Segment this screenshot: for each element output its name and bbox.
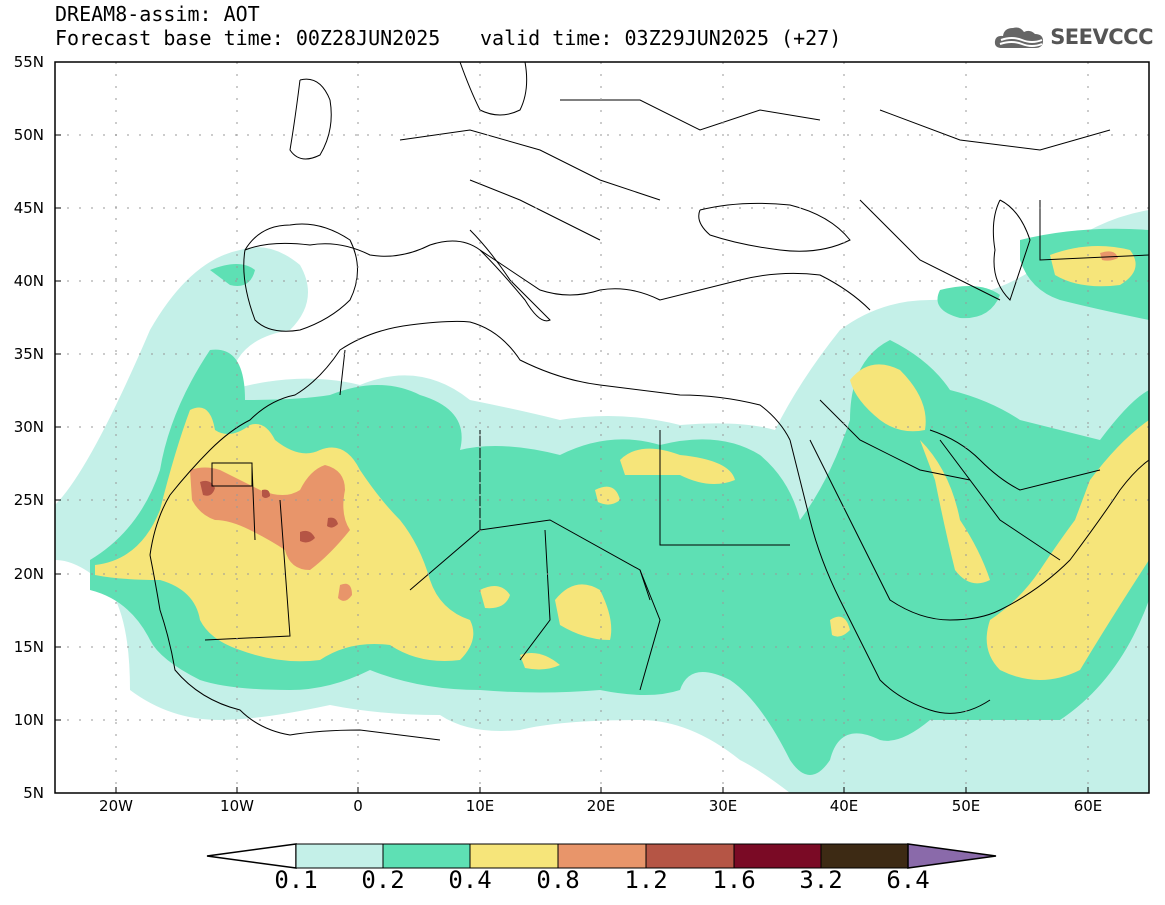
colorbar-swatch-1.2 <box>645 843 735 869</box>
lon-label-60e: 60E <box>1073 797 1103 815</box>
lon-label-0: 0 <box>353 797 363 815</box>
colorbar-swatch-3.2 <box>820 843 909 869</box>
lon-label-30e: 30E <box>708 797 738 815</box>
logo-text: SEEVCCC <box>1050 25 1153 49</box>
colorbar-label: 0.1 <box>274 866 318 894</box>
lon-label-10w: 10W <box>220 797 254 815</box>
aot-field <box>55 210 1149 793</box>
colorbar-swatch-0.2 <box>382 843 471 869</box>
colorbar-label: 0.4 <box>448 866 492 894</box>
lat-label-55n: 55N <box>13 53 44 71</box>
seevccc-logo: SEEVCCC <box>992 22 1153 52</box>
valid-time: valid time: 03Z29JUN2025 (+27) <box>480 26 842 50</box>
colorbar-above-arrow <box>907 843 997 869</box>
lat-label-50n: 50N <box>13 126 44 144</box>
lon-label-20w: 20W <box>99 797 133 815</box>
colorbar-swatch-0.8 <box>557 843 647 869</box>
lat-label-20n: 20N <box>13 565 44 583</box>
colorbar-label: 6.4 <box>886 866 930 894</box>
lat-label-45n: 45N <box>13 199 44 217</box>
lon-label-50e: 50E <box>951 797 981 815</box>
lat-label-5n: 5N <box>23 784 44 802</box>
colorbar-label: 0.2 <box>361 866 405 894</box>
forecast-base-time: Forecast base time: 00Z28JUN2025 <box>55 26 441 50</box>
lat-label-40n: 40N <box>13 272 44 290</box>
lon-label-10e: 10E <box>465 797 495 815</box>
colorbar-label: 1.6 <box>712 866 756 894</box>
aot-level-0.8 <box>190 251 1118 601</box>
map-title: DREAM8-assim: AOT <box>55 2 260 26</box>
colorbar-below-arrow <box>206 843 297 869</box>
aot-level-1.2 <box>200 480 338 543</box>
colorbar-label: 0.8 <box>536 866 580 894</box>
cloud-icon <box>995 27 1044 48</box>
graticule <box>55 62 1149 793</box>
lat-label-15n: 15N <box>13 638 44 656</box>
colorbar-label: 1.2 <box>624 866 668 894</box>
lat-label-10n: 10N <box>13 711 44 729</box>
lon-label-40e: 40E <box>829 797 859 815</box>
lat-label-35n: 35N <box>13 345 44 363</box>
colorbar-label: 3.2 <box>799 866 843 894</box>
colorbar <box>206 843 997 869</box>
colorbar-swatch-1.6 <box>733 843 822 869</box>
lon-label-20e: 20E <box>586 797 616 815</box>
coastlines-and-borders <box>149 62 1149 741</box>
colorbar-swatch-0.1 <box>295 843 384 869</box>
colorbar-swatch-0.4 <box>469 843 559 869</box>
axis-ticks <box>55 134 1089 793</box>
lat-label-30n: 30N <box>13 418 44 436</box>
lat-label-25n: 25N <box>13 491 44 509</box>
